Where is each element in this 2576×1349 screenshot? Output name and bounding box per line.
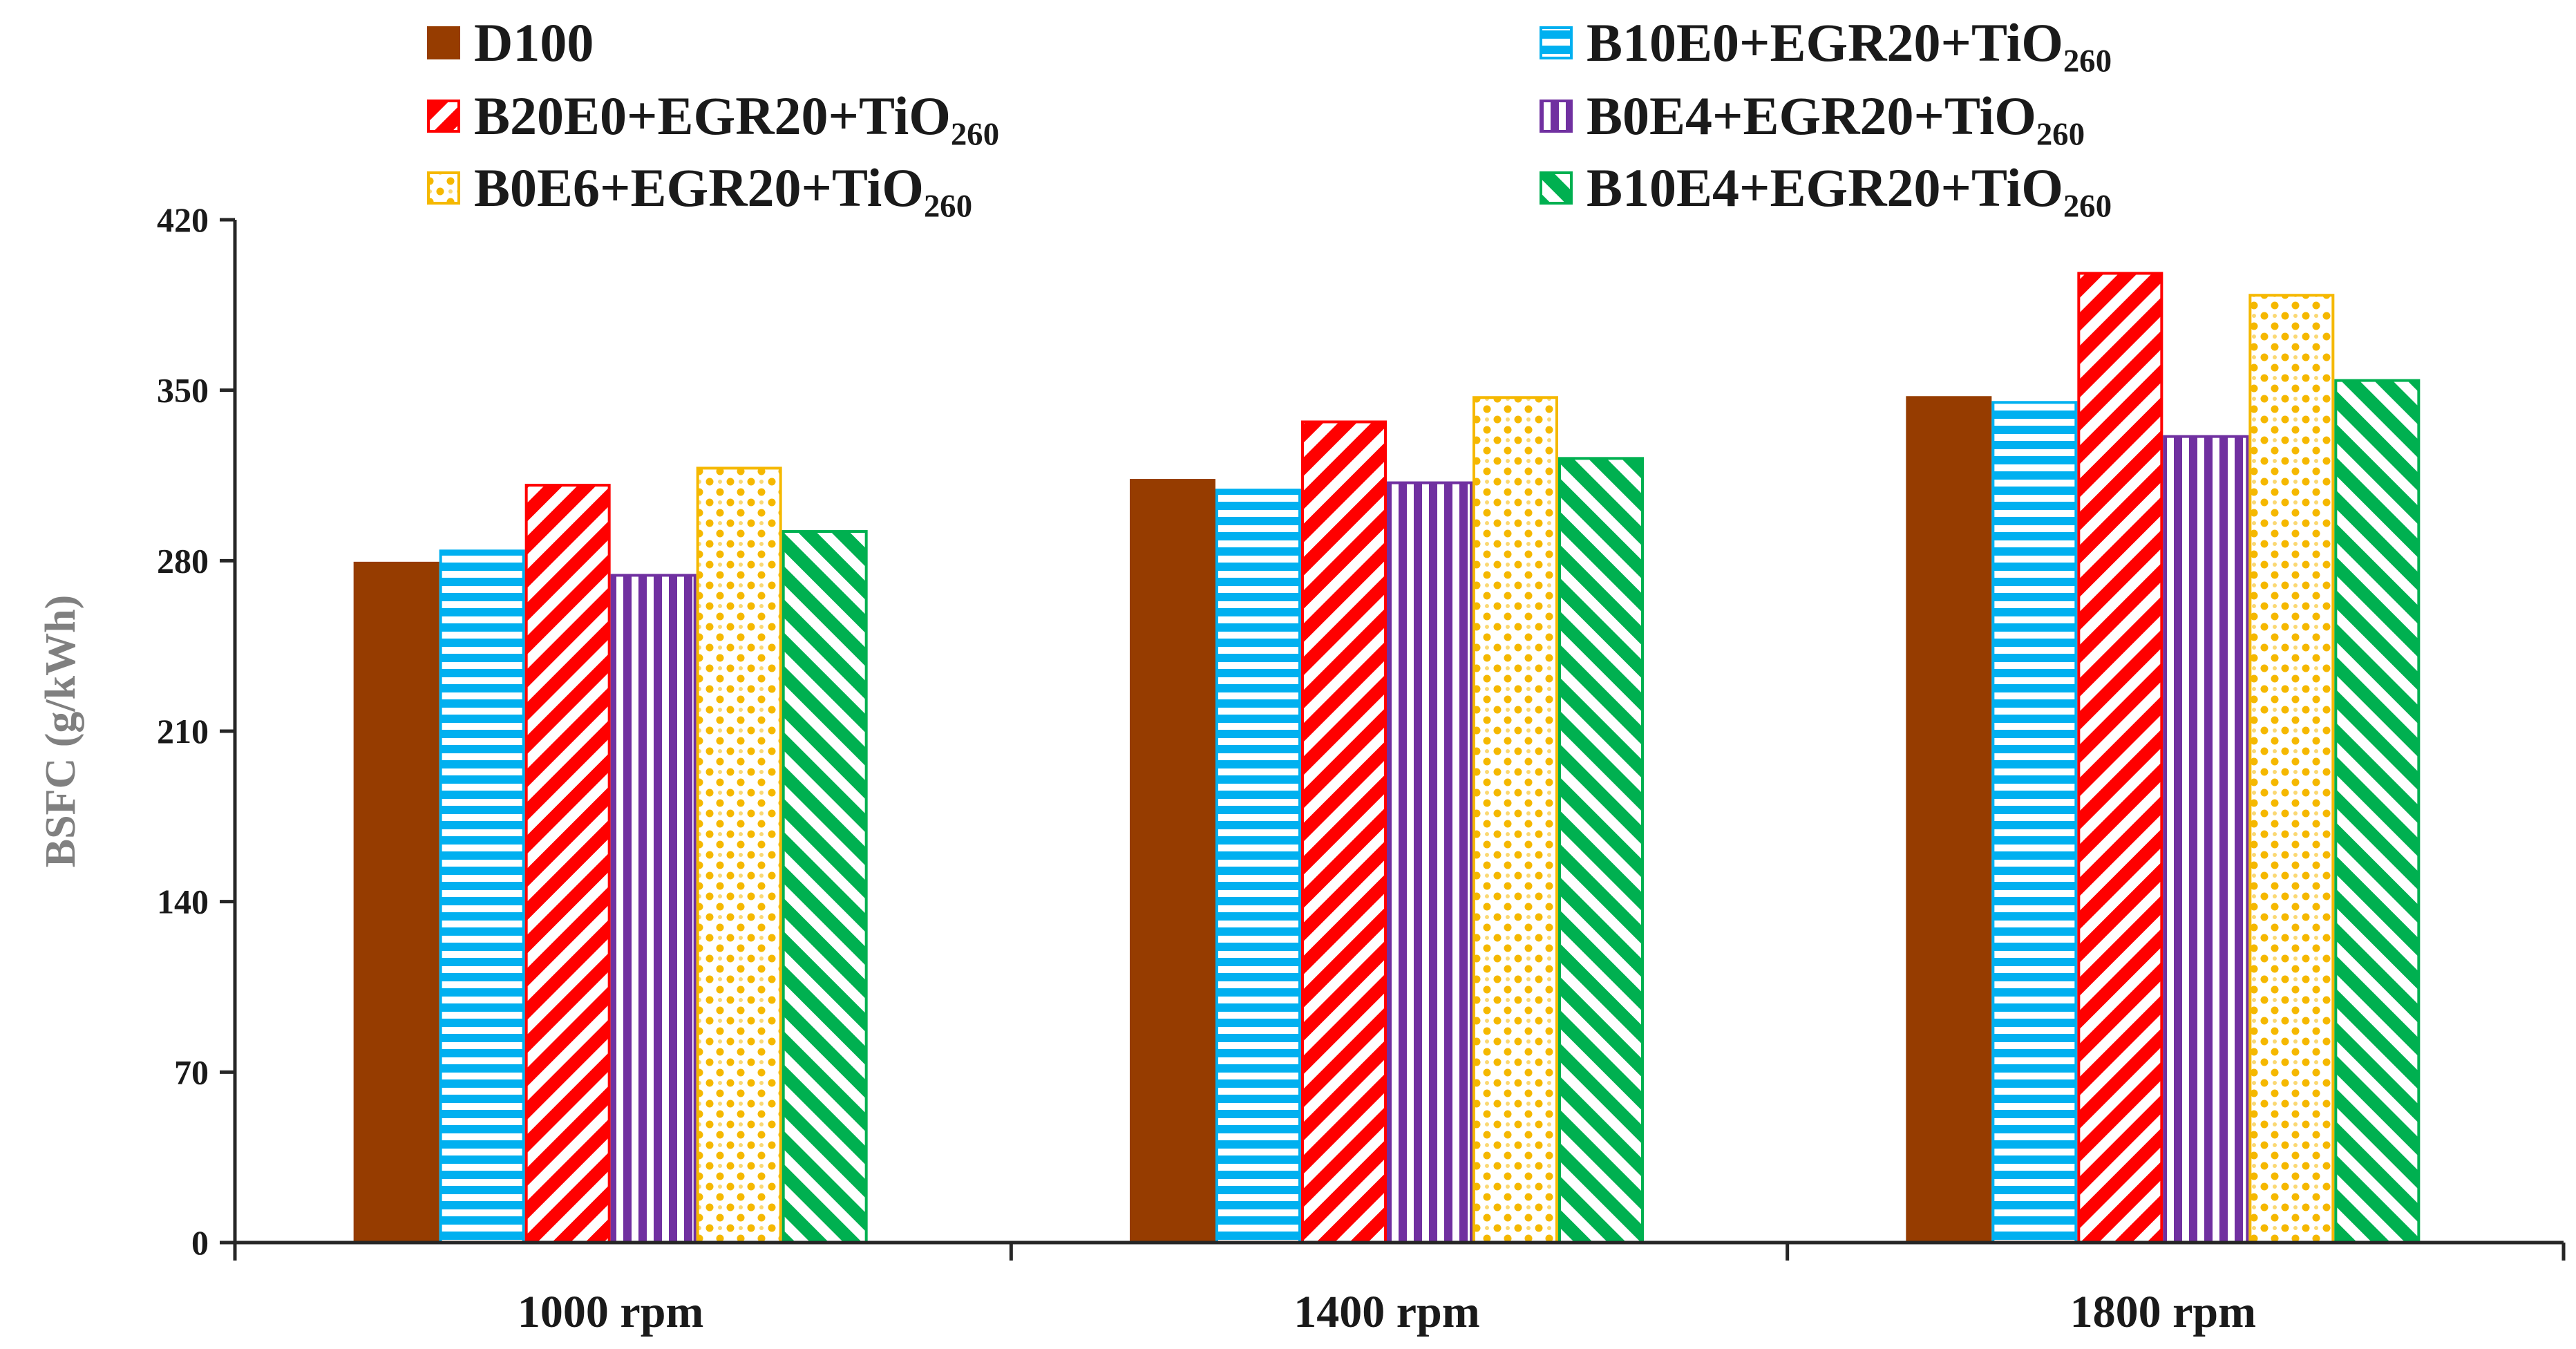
y-tick-label: 0: [191, 1223, 209, 1262]
legend-label: B10E0+EGR20+TiO₂₆₀: [1587, 12, 2112, 73]
legend-swatch: [1540, 100, 1573, 133]
bar-b10e0-egr20-tio--1800-rpm: [1991, 401, 2078, 1244]
bar-b0e4-egr20-tio--1400-rpm: [1387, 481, 1472, 1244]
bar-b10e4-egr20-tio--1800-rpm: [2334, 379, 2421, 1244]
bar-d100-1800-rpm: [1906, 396, 1992, 1245]
legend-swatch: [1540, 171, 1573, 205]
legend-swatch: [427, 171, 460, 205]
bar-b10e4-egr20-tio--1000-rpm: [782, 530, 868, 1244]
bar-d100-1400-rpm: [1130, 479, 1215, 1244]
legend-item: B10E4+EGR20+TiO₂₆₀: [1540, 158, 2112, 218]
legend-label: B20E0+EGR20+TiO₂₆₀: [474, 86, 999, 146]
legend-swatch: [427, 26, 460, 59]
bar-b20e0-egr20-tio--1800-rpm: [2077, 272, 2163, 1244]
legend-label: D100: [474, 12, 594, 73]
legend-item: B0E6+EGR20+TiO₂₆₀: [427, 158, 972, 218]
bar-b0e6-egr20-tio--1000-rpm: [696, 466, 782, 1244]
plot-area: [353, 272, 2421, 1245]
y-tick-label: 70: [174, 1053, 209, 1091]
y-tick-label: 420: [157, 200, 209, 239]
bar-b20e0-egr20-tio--1000-rpm: [524, 484, 611, 1244]
bar-b10e0-egr20-tio--1000-rpm: [439, 549, 525, 1244]
axes: 0 70 140 210 280 350 420 1000 rpm 1400 rpm 1800 r…: [37, 200, 2566, 1337]
legend-swatch: [427, 100, 460, 133]
x-category-label: 1000 rpm: [518, 1287, 703, 1337]
legend-item: B10E0+EGR20+TiO₂₆₀: [1540, 12, 2112, 73]
legend-item: B20E0+EGR20+TiO₂₆₀: [427, 86, 999, 146]
x-category-label: 1400 rpm: [1294, 1287, 1479, 1337]
legend-swatch: [1540, 26, 1573, 59]
bar-b10e0-egr20-tio--1400-rpm: [1215, 489, 1301, 1245]
legend-item: B0E4+EGR20+TiO₂₆₀: [1540, 86, 2085, 146]
y-tick-label: 350: [157, 371, 209, 410]
x-category-label: 1800 rpm: [2070, 1287, 2256, 1337]
legend-item: D100: [427, 12, 594, 73]
y-tick-label: 140: [157, 883, 209, 921]
y-tick-label: 210: [157, 712, 209, 751]
legend-label: B0E6+EGR20+TiO₂₆₀: [474, 158, 972, 218]
bar-b0e4-egr20-tio--1800-rpm: [2163, 435, 2249, 1244]
y-axis-title: BSFC (g/kWh): [37, 595, 84, 867]
bar-b20e0-egr20-tio--1400-rpm: [1301, 420, 1387, 1244]
legend: D100 B10E0+EGR20+TiO₂₆₀ B20E0+EGR20+TiO₂₆₀…: [427, 12, 2112, 218]
bar-b0e6-egr20-tio--1400-rpm: [1472, 396, 1558, 1245]
legend-label: B0E4+EGR20+TiO₂₆₀: [1587, 86, 2085, 146]
bar-b0e4-egr20-tio--1000-rpm: [610, 574, 697, 1244]
legend-label: B10E4+EGR20+TiO₂₆₀: [1587, 158, 2112, 218]
bar-b10e4-egr20-tio--1400-rpm: [1558, 457, 1644, 1244]
bar-d100-1000-rpm: [353, 561, 439, 1244]
y-tick-label: 280: [157, 541, 209, 580]
bar-b0e6-egr20-tio--1800-rpm: [2248, 294, 2335, 1245]
